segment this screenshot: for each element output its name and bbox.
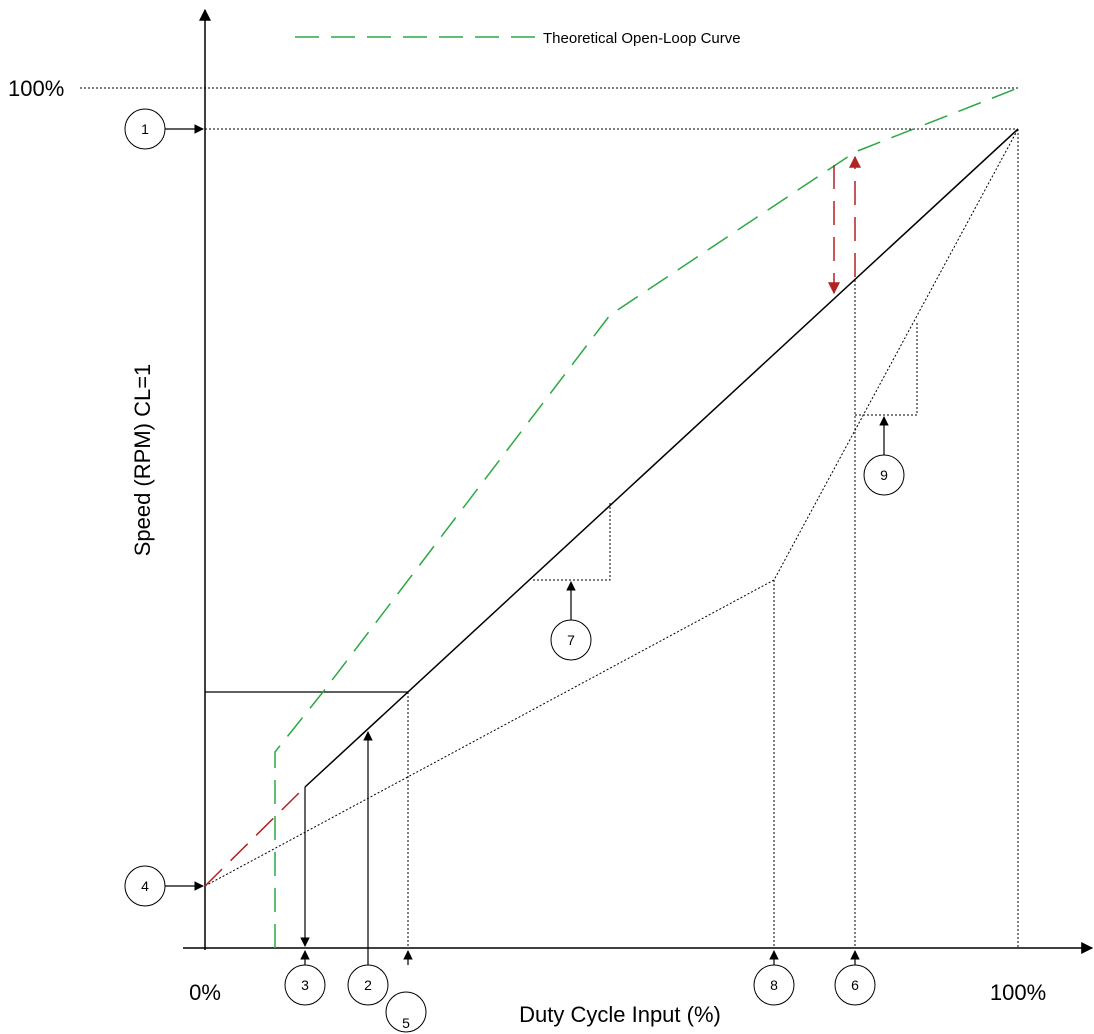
startup-segment [204,786,306,887]
slope-indicator-7 [533,503,611,581]
open-loop-curve [274,87,1019,948]
callout-3-label: 3 [301,977,309,993]
callout-2: 2 [347,964,389,1006]
callout-5: 5 [385,991,427,1033]
slope-indicator-9 [855,322,918,416]
x-axis-label: Duty Cycle Input (%) [519,1002,721,1027]
callout-7: 7 [550,619,592,661]
callout-4: 4 [124,865,166,907]
callout-5-label: 5 [402,1015,410,1031]
callout-6: 6 [834,964,876,1006]
callout-6-label: 6 [851,977,859,993]
callout-1: 1 [124,108,166,150]
legend-label: Theoretical Open-Loop Curve [543,30,741,47]
callout-1-label: 1 [141,121,149,137]
callout-2-label: 2 [364,977,372,993]
callout-9: 9 [863,454,905,496]
callout-3: 3 [284,964,326,1006]
callout-9-label: 9 [880,467,888,483]
callout-4-label: 4 [141,878,149,894]
callout-8-label: 8 [770,977,778,993]
x-origin-label: 0% [189,980,221,1005]
y-top-label: 100% [8,76,64,101]
callout-7-label: 7 [567,632,575,648]
y-axis-label: Speed (RPM) CL=1 [130,364,155,557]
closed-loop-line [304,128,1019,788]
x-end-label: 100% [990,980,1046,1005]
callout-8: 8 [753,964,795,1006]
